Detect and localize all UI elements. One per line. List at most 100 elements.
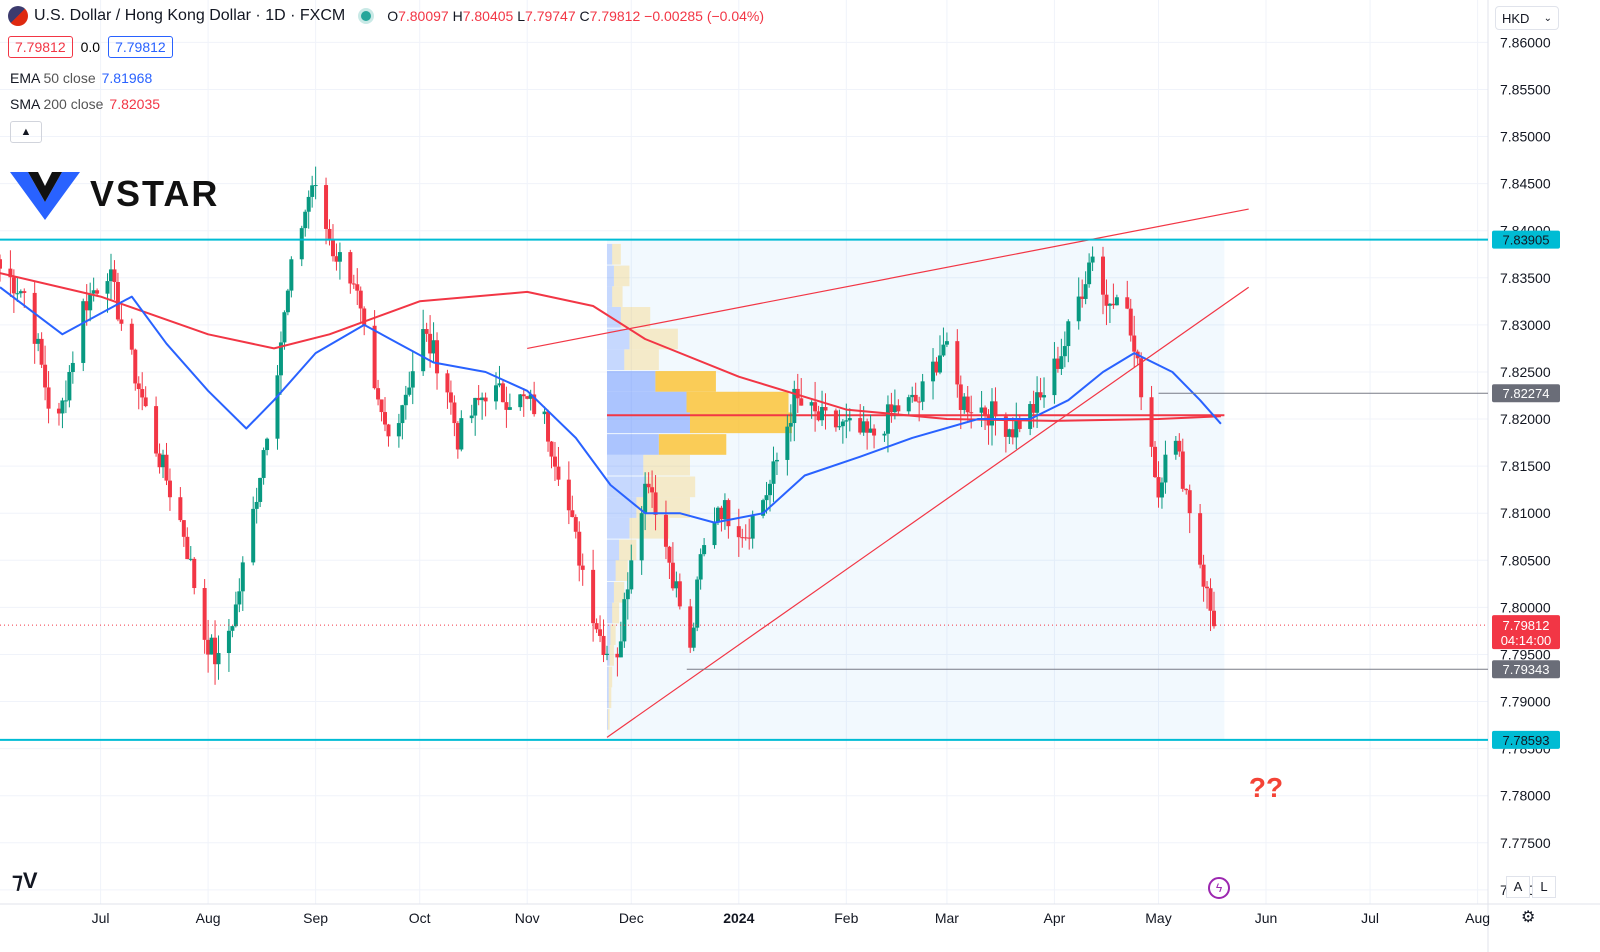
candle-body — [500, 383, 505, 403]
time-tick-label: Aug — [196, 910, 221, 926]
volume-row-up — [606, 391, 687, 413]
gear-icon[interactable]: ⚙ — [1521, 909, 1536, 926]
volume-row-up — [606, 645, 610, 666]
price-tick-label: 7.82000 — [1500, 411, 1551, 427]
candle-body — [771, 461, 776, 484]
candle-body — [348, 252, 353, 284]
candle-body — [556, 466, 561, 480]
buy-price-button[interactable]: 7.79812 — [108, 36, 173, 58]
candle-body — [944, 341, 949, 345]
candle-body — [813, 402, 818, 412]
price-label: 7.82274 — [1503, 386, 1550, 401]
candle-body — [1177, 440, 1182, 452]
candle-body — [435, 340, 440, 374]
candle-body — [799, 398, 804, 406]
candle-body — [913, 394, 918, 402]
candle-body — [719, 507, 724, 520]
candle-body — [11, 277, 16, 294]
candle-body — [1128, 308, 1133, 336]
price-label-bg — [1492, 384, 1560, 403]
candle-body — [1028, 404, 1033, 429]
candle-body — [63, 400, 68, 402]
candle-body — [1107, 303, 1112, 306]
candle-body — [1201, 564, 1206, 587]
candle-body — [206, 639, 211, 655]
candle-body — [958, 384, 963, 410]
ema-legend[interactable]: EMA 50 close 7.81968 — [10, 70, 153, 86]
log-scale-button[interactable]: L — [1532, 876, 1556, 898]
candle-body — [8, 268, 13, 278]
symbol-header: U.S. Dollar / Hong Kong Dollar · 1D · FX… — [8, 6, 764, 26]
candle-body — [70, 362, 75, 372]
last-price-label-bg — [1492, 615, 1560, 650]
candle-body — [327, 228, 332, 241]
candle-body — [403, 394, 408, 406]
candle-body — [115, 282, 120, 320]
candle-body — [792, 388, 797, 424]
auto-scale-button[interactable]: A — [1506, 876, 1530, 898]
candle-body — [941, 344, 946, 356]
tradingview-logo-icon: ⁊V — [12, 868, 38, 893]
volume-row-up — [606, 476, 646, 498]
trend-line — [527, 208, 1249, 350]
volume-row-down — [624, 349, 659, 371]
symbol-title[interactable]: U.S. Dollar / Hong Kong Dollar · 1D · FX… — [34, 7, 346, 24]
sell-price-button[interactable]: 7.79812 — [8, 36, 73, 58]
candle-body — [448, 392, 453, 403]
candle-body — [604, 653, 609, 656]
candle-body — [504, 402, 509, 410]
candle-body — [861, 421, 866, 433]
candle-body — [289, 259, 294, 291]
candle-body — [865, 421, 870, 433]
candle-body — [677, 581, 682, 607]
sma-legend[interactable]: SMA 200 close 7.82035 — [10, 96, 161, 112]
candle-body — [376, 388, 381, 400]
candle-body — [566, 479, 571, 511]
candle-body — [1090, 256, 1095, 263]
currency-select[interactable]: HKD ⌄ — [1495, 6, 1559, 30]
chevron-down-icon: ⌄ — [1543, 13, 1552, 24]
candle-body — [455, 423, 460, 450]
candle-body — [1052, 358, 1057, 396]
volume-row-down — [615, 560, 628, 581]
candle-body — [351, 283, 356, 285]
candle-body — [136, 383, 141, 390]
candle-body — [303, 211, 308, 229]
candle-body — [577, 531, 582, 566]
time-tick-label: Nov — [515, 910, 540, 926]
candle-body — [618, 641, 623, 658]
price-tick-label: 7.85000 — [1500, 129, 1551, 145]
candle-body — [1153, 446, 1158, 478]
candle-body — [983, 407, 988, 415]
candle-body — [691, 627, 696, 648]
candle-body — [816, 411, 821, 421]
candle-body — [88, 293, 93, 311]
candle-body — [358, 290, 363, 309]
candle-body — [990, 401, 994, 426]
candle-body — [1062, 346, 1067, 357]
price-tick-label: 7.83000 — [1500, 317, 1551, 333]
volume-profile-range — [606, 239, 1225, 740]
collapse-legend-button[interactable]: ▲ — [10, 121, 42, 143]
candle-body — [580, 565, 585, 570]
flash-icon[interactable]: ϟ — [1208, 877, 1230, 899]
candle-body — [525, 396, 530, 399]
candle-body — [60, 400, 65, 414]
candle-body — [1076, 296, 1081, 322]
candle-body — [601, 635, 606, 656]
candle-body — [962, 396, 967, 410]
volume-row-up — [606, 539, 620, 561]
candle-body — [230, 626, 235, 631]
candle-body — [105, 281, 110, 294]
candle-body — [934, 361, 939, 373]
candle-body — [396, 423, 401, 437]
price-tick-label: 7.79000 — [1500, 694, 1551, 710]
candle-body — [653, 492, 658, 515]
candle-body — [226, 630, 231, 654]
price-tick-label: 7.83500 — [1500, 270, 1551, 286]
annotations: ?? — [1249, 772, 1283, 803]
candle-body — [1187, 490, 1192, 514]
candle-body — [546, 411, 551, 442]
candle-body — [469, 415, 474, 419]
